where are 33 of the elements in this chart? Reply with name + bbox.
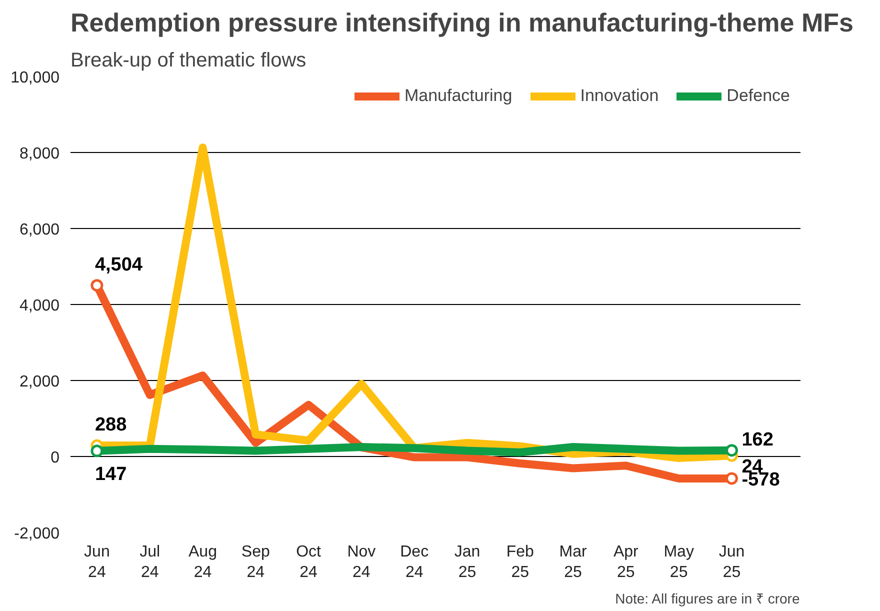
x-tick-label: Feb 25 bbox=[506, 544, 534, 581]
data-label: 288 bbox=[94, 414, 127, 436]
x-tick-label: Dec 24 bbox=[400, 544, 429, 581]
legend-label: Defence bbox=[726, 86, 790, 106]
data-label: 4,504 bbox=[94, 254, 143, 276]
data-label: 147 bbox=[94, 464, 127, 485]
chart-title: Redemption pressure intensifying in manufacturing-theme MFs bbox=[70, 8, 854, 38]
text: Note: All figures are in ₹ crore bbox=[615, 590, 800, 606]
x-tick-label: Jun 24 bbox=[84, 544, 110, 581]
x-tick-label: May 25 bbox=[664, 544, 694, 581]
y-tick-label: 0 bbox=[50, 450, 60, 466]
y-tick-label: 4,000 bbox=[19, 298, 60, 314]
legend-label: Manufacturing bbox=[404, 86, 512, 106]
point bbox=[725, 444, 738, 457]
y-tick-label: 8,000 bbox=[19, 146, 60, 162]
x-tick-label: Oct 24 bbox=[296, 544, 322, 581]
legend-label: Innovation bbox=[580, 86, 659, 106]
x-tick-label: Apr 25 bbox=[613, 544, 640, 581]
y-tick-label: -2,000 bbox=[14, 526, 60, 542]
data-label: 162 bbox=[742, 429, 774, 450]
x-tick-label: Jun 25 bbox=[718, 544, 745, 581]
x-tick-label: Nov 24 bbox=[347, 544, 376, 581]
y-tick-label: 10,000 bbox=[10, 70, 60, 86]
x-tick-label: Mar 25 bbox=[559, 544, 588, 581]
y-tick-label: 6,000 bbox=[19, 222, 60, 238]
point bbox=[90, 444, 104, 458]
x-tick-label: Jan 25 bbox=[454, 544, 480, 581]
x-tick-label: Jul 24 bbox=[140, 544, 160, 581]
x-tick-label: Aug 24 bbox=[188, 544, 217, 581]
x-tick-label: Sep 24 bbox=[241, 544, 270, 581]
chart-subtitle: Break-up of thematic flows bbox=[70, 50, 306, 72]
y-tick-label: 2,000 bbox=[19, 374, 60, 390]
point bbox=[90, 279, 104, 292]
